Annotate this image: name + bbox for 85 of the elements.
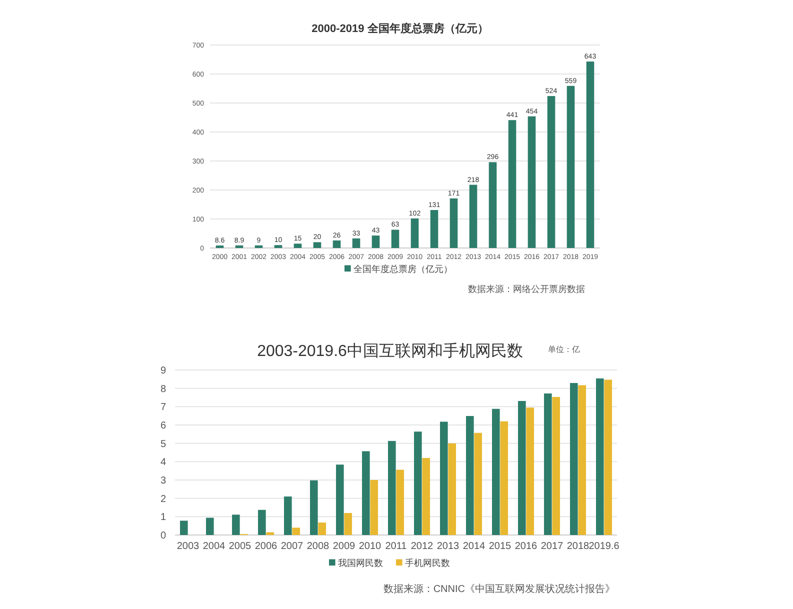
x-tick-label: 2017 <box>540 541 564 552</box>
bar <box>396 470 404 535</box>
bar <box>370 480 378 535</box>
bar <box>410 218 419 248</box>
bar <box>332 240 341 248</box>
bar <box>474 432 482 535</box>
bar <box>430 210 438 248</box>
bar <box>372 236 380 248</box>
bar <box>254 245 263 248</box>
bar <box>528 116 536 248</box>
bar <box>180 520 188 535</box>
bar <box>362 451 370 535</box>
bar <box>469 184 478 248</box>
x-tick-label: 2004 <box>202 541 226 552</box>
y-tick-label: 9 <box>160 366 166 376</box>
bar <box>586 62 594 248</box>
bar <box>294 244 302 248</box>
bar <box>544 393 552 535</box>
bar <box>414 432 422 535</box>
x-tick-label: 2015 <box>488 541 512 552</box>
bar <box>508 120 516 248</box>
bar <box>450 198 458 248</box>
legend-label: 手机网民数 <box>405 558 450 568</box>
x-tick-label: 2003 <box>176 541 200 552</box>
bar <box>318 522 326 535</box>
y-tick-label: 2 <box>160 494 166 505</box>
y-tick-label: 4 <box>160 457 166 468</box>
bar <box>466 416 474 535</box>
bar <box>448 443 456 535</box>
x-tick-label: 2012 <box>410 541 434 552</box>
y-tick-label: 0 <box>160 530 166 542</box>
x-tick-label: 2010 <box>358 541 382 552</box>
source-note: 数据来源：网络公开票房数据 <box>468 284 585 294</box>
bar <box>232 514 240 535</box>
y-tick-label: 5 <box>160 438 166 450</box>
x-tick-label: 2018 <box>566 541 590 552</box>
y-tick-label: 1 <box>160 512 166 524</box>
bar <box>274 245 282 248</box>
bar <box>313 242 322 248</box>
x-tick-label: 2006 <box>254 541 278 552</box>
bar <box>310 480 318 535</box>
bar <box>284 496 292 535</box>
bar <box>292 528 300 535</box>
bar <box>206 518 214 535</box>
x-tick-label: 2019.6 <box>588 541 620 552</box>
bar <box>266 532 274 535</box>
y-tick-label: 7 <box>160 402 166 414</box>
text: 单位：亿 <box>548 345 580 354</box>
bar <box>336 464 344 535</box>
bar <box>488 162 497 248</box>
y-tick-label: 6 <box>160 420 166 432</box>
bar <box>258 510 266 535</box>
bar <box>526 408 534 535</box>
bar <box>344 513 352 535</box>
bar <box>578 385 586 535</box>
x-tick-label: 2009 <box>332 541 356 552</box>
bar <box>518 400 526 535</box>
bar <box>570 383 578 535</box>
bar <box>500 421 508 535</box>
x-tick-label: 2007 <box>280 541 304 552</box>
bar <box>352 238 360 248</box>
bar <box>492 408 500 535</box>
x-tick-label: 2005 <box>228 541 252 552</box>
bar <box>422 458 430 535</box>
legend-label: 我国网民数 <box>338 558 383 568</box>
bar <box>552 396 560 535</box>
bar <box>547 96 556 248</box>
bar <box>566 86 575 248</box>
bar <box>440 422 448 535</box>
x-tick-label: 2013 <box>436 541 460 552</box>
x-tick-label: 2008 <box>306 541 330 552</box>
source-note: 数据来源：CNNIC《中国互联网发展状况统计报告》 <box>383 583 615 595</box>
y-tick-label: 8 <box>160 384 166 395</box>
bar <box>235 245 244 248</box>
bar <box>391 230 400 248</box>
bar <box>596 378 604 535</box>
chart-title: 2000-2019 全国年度总票房（亿元） <box>312 22 488 35</box>
bar <box>388 440 396 535</box>
x-tick-label: 2014 <box>462 541 486 552</box>
chart-title: 2003-2019.6中国互联网和手机网民数 <box>257 342 523 360</box>
x-tick-label: 2011 <box>385 541 408 552</box>
legend-label: 全国年度总票房（亿元） <box>354 264 452 274</box>
bar <box>604 380 612 535</box>
y-tick-label: 3 <box>160 476 166 486</box>
x-tick-label: 2016 <box>514 541 538 552</box>
